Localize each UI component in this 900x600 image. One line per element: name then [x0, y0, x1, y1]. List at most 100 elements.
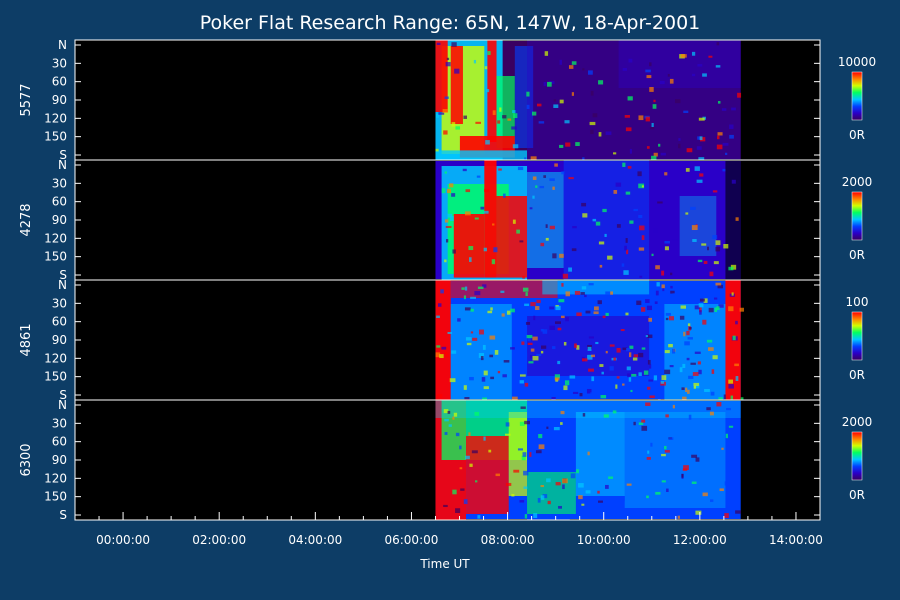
image-speckle: [581, 503, 585, 506]
image-speckle: [469, 257, 472, 262]
image-speckle: [554, 374, 560, 379]
image-speckle: [622, 68, 627, 71]
image-speckle: [483, 370, 488, 376]
image-speckle: [717, 101, 721, 104]
image-speckle: [656, 282, 660, 287]
image-speckle: [666, 488, 669, 493]
image-region: [466, 436, 509, 514]
image-speckle: [555, 305, 561, 311]
image-speckle: [451, 122, 456, 127]
y-tick-label: N: [58, 38, 67, 52]
image-speckle: [655, 290, 659, 296]
image-speckle: [678, 143, 681, 149]
image-speckle: [735, 320, 738, 325]
image-speckle: [510, 308, 515, 313]
image-speckle: [594, 306, 599, 311]
image-speckle: [558, 505, 563, 509]
image-region: [624, 412, 726, 508]
image-speckle: [649, 87, 654, 92]
image-speckle: [570, 473, 576, 479]
image-speckle: [483, 210, 489, 214]
y-tick-label: 30: [52, 176, 67, 190]
image-speckle: [702, 73, 707, 77]
image-speckle: [683, 110, 689, 114]
image-region: [679, 196, 717, 256]
image-speckle: [563, 341, 567, 346]
image-speckle: [503, 360, 510, 363]
image-speckle: [590, 129, 594, 135]
image-speckle: [709, 411, 714, 416]
image-speckle: [587, 346, 592, 351]
y-tick-label: N: [58, 278, 67, 292]
image-speckle: [605, 312, 609, 316]
image-speckle: [452, 249, 456, 254]
image-speckle: [702, 319, 707, 325]
image-speckle: [682, 363, 686, 368]
image-speckle: [490, 376, 495, 380]
image-speckle: [530, 302, 536, 307]
image-speckle: [625, 312, 629, 316]
image-speckle: [638, 115, 644, 121]
image-speckle: [536, 299, 541, 304]
image-region: [725, 160, 741, 280]
colorbar-max-label: 10000: [838, 55, 876, 69]
image-speckle: [672, 293, 679, 298]
colorbar-min-label: 0R: [849, 368, 865, 382]
image-speckle: [624, 245, 627, 251]
image-speckle: [626, 347, 631, 352]
image-speckle: [492, 110, 496, 116]
image-speckle: [712, 355, 718, 360]
image-speckle: [479, 329, 484, 335]
image-speckle: [572, 391, 579, 395]
image-speckle: [445, 225, 452, 229]
image-speckle: [469, 463, 473, 467]
image-speckle: [704, 389, 710, 392]
colorbar-max-label: 2000: [842, 415, 873, 429]
image-speckle: [641, 185, 644, 188]
image-speckle: [600, 395, 607, 399]
image-speckle: [633, 208, 638, 212]
image-speckle: [505, 482, 512, 486]
image-speckle: [543, 81, 547, 86]
image-speckle: [731, 107, 736, 111]
x-tick-label: 02:00:00: [192, 533, 246, 547]
panel-image: [435, 400, 741, 520]
image-speckle: [445, 352, 449, 358]
image-speckle: [522, 452, 527, 457]
image-speckle: [740, 397, 744, 401]
image-speckle: [685, 387, 688, 392]
image-speckle: [649, 127, 655, 130]
image-speckle: [498, 168, 502, 171]
image-speckle: [695, 510, 702, 515]
image-speckle: [693, 385, 697, 389]
y-tick-label: S: [59, 268, 67, 282]
image-speckle: [604, 233, 607, 237]
image-region: [435, 40, 448, 112]
image-speckle: [540, 328, 544, 332]
image-speckle: [470, 296, 477, 299]
image-speckle: [622, 162, 626, 167]
image-speckle: [616, 376, 620, 379]
image-speckle: [730, 264, 737, 270]
image-speckle: [683, 331, 686, 337]
image-speckle: [462, 168, 467, 172]
image-speckle: [559, 144, 564, 148]
image-speckle: [680, 305, 686, 309]
image-speckle: [453, 412, 458, 417]
image-speckle: [691, 225, 698, 231]
colorbar: [851, 311, 863, 361]
image-speckle: [549, 306, 555, 310]
image-speckle: [532, 355, 539, 361]
image-speckle: [475, 480, 478, 483]
image-speckle: [665, 414, 669, 418]
y-tick-label: 120: [44, 351, 67, 365]
image-speckle: [538, 434, 543, 439]
y-tick-label: 150: [44, 130, 67, 144]
image-speckle: [712, 190, 718, 193]
image-speckle: [533, 315, 536, 321]
image-speckle: [605, 484, 609, 489]
image-speckle: [504, 433, 511, 436]
image-speckle: [451, 350, 457, 354]
image-speckle: [564, 120, 570, 124]
image-speckle: [711, 369, 715, 374]
